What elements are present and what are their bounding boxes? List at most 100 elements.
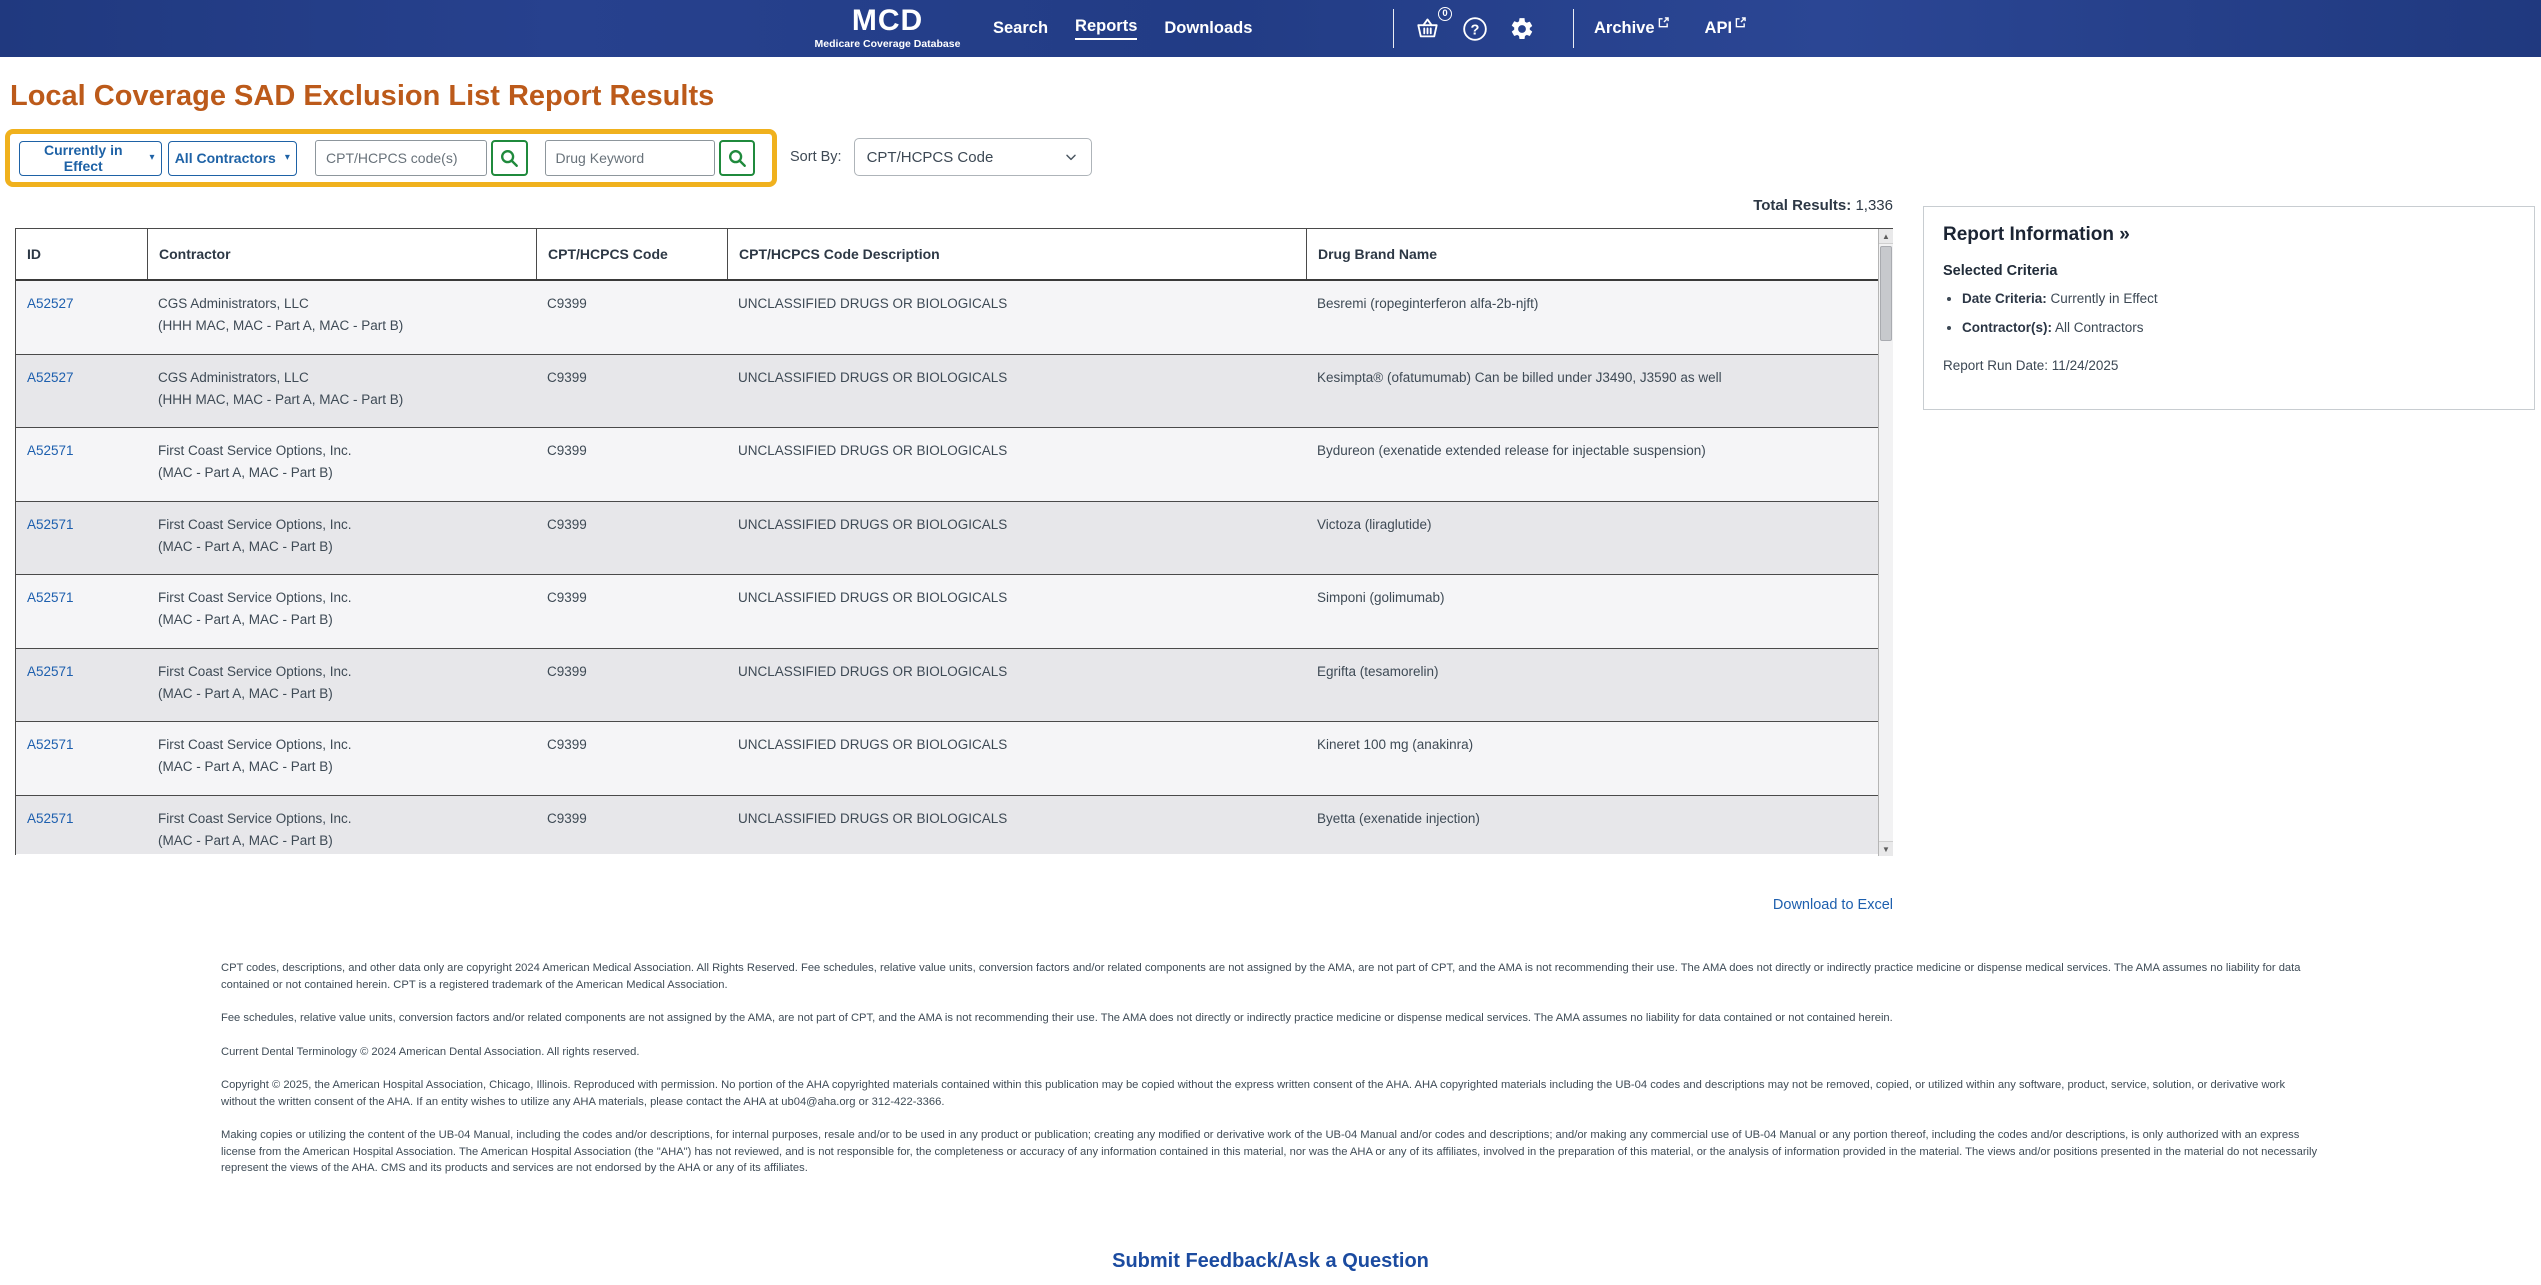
criteria-label: Contractor(s): (1962, 320, 2052, 335)
date-criteria-dropdown[interactable]: Currently in Effect ▾ (19, 140, 162, 176)
report-information-title[interactable]: Report Information » (1943, 224, 2130, 245)
cell-id: A52571 (16, 575, 147, 648)
total-results-label: Total Results: (1753, 197, 1852, 214)
cell-description: UNCLASSIFIED DRUGS OR BIOLOGICALS (738, 590, 1008, 605)
record-id-link[interactable]: A52571 (27, 516, 74, 532)
cell-contractor: First Coast Service Options, Inc. (MAC -… (147, 649, 536, 722)
contractor-name: First Coast Service Options, Inc. (158, 737, 352, 752)
cell-drug-brand: Besremi (ropeginterferon alfa-2b-njft) (1317, 296, 1539, 311)
footer-paragraph: CPT codes, descriptions, and other data … (221, 962, 2301, 991)
nav-link-search[interactable]: Search (993, 19, 1049, 37)
download-to-excel-link[interactable]: Download to Excel (1772, 897, 1893, 913)
cell-id: A52527 (16, 281, 147, 354)
criteria-item: Contractor(s): All Contractors (1962, 320, 2515, 335)
contractor-name: First Coast Service Options, Inc. (158, 443, 352, 458)
sort-by-group: Sort By: CPT/HCPCS Code (790, 138, 1092, 176)
cell-contractor: First Coast Service Options, Inc. (MAC -… (147, 796, 536, 855)
contractor-name: First Coast Service Options, Inc. (158, 810, 352, 826)
nav-link-downloads[interactable]: Downloads (1164, 19, 1253, 37)
results-table: ID Contractor CPT/HCPCS Code CPT/HCPCS C… (15, 228, 1893, 856)
table-row: A52571 First Coast Service Options, Inc.… (16, 501, 1879, 575)
cell-drug-brand: Kesimpta® (ofatumumab) Can be billed und… (1317, 369, 1722, 385)
table-row: A52571 First Coast Service Options, Inc.… (16, 428, 1879, 502)
table-scrollbar[interactable]: ▲ ▼ (1878, 229, 1893, 856)
cell-id: A52571 (16, 722, 147, 795)
contractor-name: CGS Administrators, LLC (158, 369, 309, 385)
contractor-detail: (HHH MAC, MAC - Part A, MAC - Part B) (158, 391, 404, 407)
table-row: A52527 CGS Administrators, LLC (HHH MAC,… (16, 281, 1879, 355)
api-link-label: API (1704, 19, 1733, 37)
record-id-link[interactable]: A52571 (27, 590, 74, 605)
footer-legal: CPT codes, descriptions, and other data … (221, 960, 2323, 1194)
footer-paragraph: Current Dental Terminology © 2024 Americ… (221, 1045, 640, 1058)
chevron-down-icon (1065, 154, 1076, 161)
col-header-contractor: Contractor (147, 229, 536, 279)
selected-criteria-title: Selected Criteria (1943, 263, 2058, 279)
col-header-drug: Drug Brand Name (1306, 229, 1879, 279)
cell-code: C9399 (547, 443, 587, 458)
cell-id: A52571 (16, 796, 147, 855)
cell-drug-brand: Victoza (liraglutide) (1317, 516, 1432, 532)
record-id-link[interactable]: A52571 (27, 737, 74, 752)
cell-contractor: First Coast Service Options, Inc. (MAC -… (147, 575, 536, 648)
col-header-description: CPT/HCPCS Code Description (727, 229, 1306, 279)
cell-code: C9399 (547, 737, 587, 752)
cell-description: UNCLASSIFIED DRUGS OR BIOLOGICALS (738, 516, 1008, 532)
help-icon[interactable]: ? (1462, 16, 1488, 42)
filter-bar-highlight: Currently in Effect ▾ All Contractors ▾ (5, 129, 777, 187)
criteria-value: Currently in Effect (2050, 291, 2158, 306)
sort-by-select[interactable]: CPT/HCPCS Code (853, 138, 1092, 176)
nav-external-links: Archive API (1594, 0, 1746, 57)
api-link[interactable]: API (1704, 17, 1747, 38)
cell-description: UNCLASSIFIED DRUGS OR BIOLOGICALS (738, 296, 1008, 311)
gear-icon[interactable] (1509, 16, 1535, 42)
mcd-logo-title: MCD (851, 4, 924, 37)
cpt-search-button[interactable] (491, 140, 528, 176)
contractor-detail: (MAC - Part A, MAC - Part B) (158, 832, 333, 848)
chevron-down-icon: ▾ (284, 152, 290, 163)
cell-description: UNCLASSIFIED DRUGS OR BIOLOGICALS (738, 443, 1008, 458)
record-id-link[interactable]: A52571 (27, 443, 74, 458)
total-results-value: 1,336 (1855, 197, 1893, 214)
table-body: A52527 CGS Administrators, LLC (HHH MAC,… (16, 281, 1879, 854)
table-row: A52571 First Coast Service Options, Inc.… (16, 575, 1879, 649)
contractor-name: First Coast Service Options, Inc. (158, 663, 352, 679)
scrollbar-thumb[interactable] (1880, 246, 1892, 341)
cell-description: UNCLASSIFIED DRUGS OR BIOLOGICALS (738, 369, 1008, 385)
chevron-down-icon: ▾ (149, 152, 155, 163)
record-id-link[interactable]: A52527 (27, 369, 74, 385)
nav-divider (1573, 9, 1574, 48)
record-id-link[interactable]: A52571 (27, 663, 74, 679)
archive-link[interactable]: Archive (1594, 17, 1669, 38)
basket-count-badge: 0 (1438, 6, 1452, 21)
record-id-link[interactable]: A52571 (27, 810, 74, 826)
cell-code: C9399 (547, 516, 587, 532)
contractor-detail: (MAC - Part A, MAC - Part B) (158, 465, 333, 480)
record-id-link[interactable]: A52527 (27, 296, 74, 311)
nav-link-reports[interactable]: Reports (1075, 17, 1138, 40)
cpt-code-input[interactable] (315, 140, 488, 176)
date-criteria-dropdown-label: Currently in Effect (43, 142, 123, 174)
contractors-dropdown[interactable]: All Contractors ▾ (167, 140, 298, 176)
nav-icon-group: 0 ? (1414, 0, 1535, 57)
nav-divider (1393, 9, 1394, 48)
scrollbar-up-arrow-icon[interactable]: ▲ (1879, 229, 1893, 244)
contractor-name: First Coast Service Options, Inc. (158, 590, 352, 605)
scrollbar-down-arrow-icon[interactable]: ▼ (1879, 841, 1893, 856)
basket-icon[interactable]: 0 (1414, 6, 1452, 42)
cell-description: UNCLASSIFIED DRUGS OR BIOLOGICALS (738, 810, 1008, 826)
mcd-logo[interactable]: MCD Medicare Coverage Database (800, 4, 975, 51)
cell-contractor: CGS Administrators, LLC (HHH MAC, MAC - … (147, 355, 536, 428)
drug-search-button[interactable] (718, 140, 755, 176)
search-icon (501, 150, 519, 167)
cell-description: UNCLASSIFIED DRUGS OR BIOLOGICALS (738, 663, 1008, 679)
external-link-icon (1735, 17, 1746, 28)
submit-feedback-link[interactable]: Submit Feedback/Ask a Question (1112, 1250, 1429, 1272)
contractor-detail: (MAC - Part A, MAC - Part B) (158, 538, 333, 554)
cell-drug-brand: Bydureon (exenatide extended release for… (1317, 443, 1706, 458)
drug-keyword-input[interactable] (544, 140, 715, 176)
top-nav: MCD Medicare Coverage Database Search Re… (0, 0, 2541, 57)
contractors-dropdown-label: All Contractors (174, 150, 276, 166)
contractor-detail: (HHH MAC, MAC - Part A, MAC - Part B) (158, 318, 404, 333)
cell-contractor: First Coast Service Options, Inc. (MAC -… (147, 428, 536, 501)
